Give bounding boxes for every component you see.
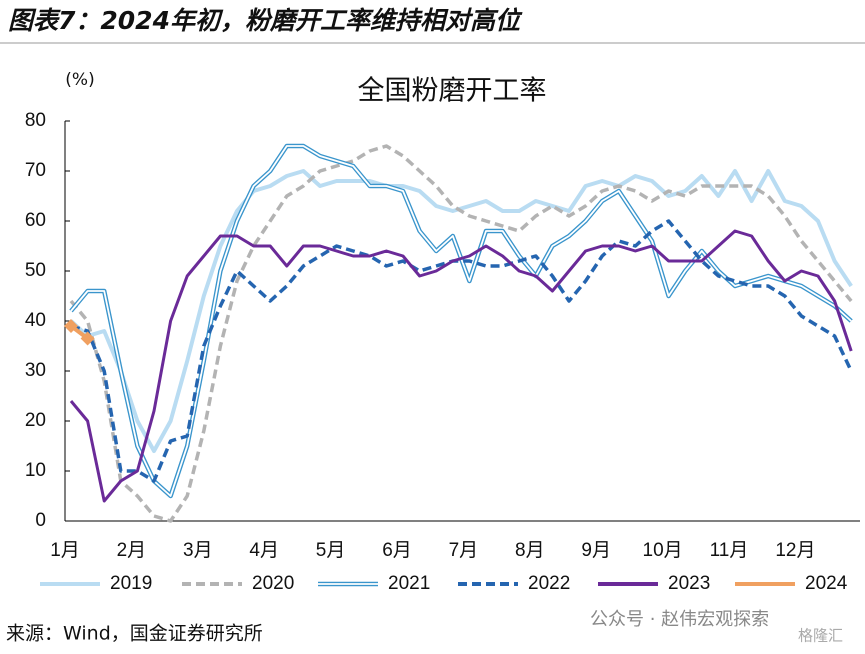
x-tick-label: 11月	[710, 540, 749, 561]
x-tick-label: 10月	[643, 540, 683, 561]
x-tick-label: 3月	[183, 540, 213, 561]
y-tick-label: 60	[25, 210, 46, 231]
y-tick-label: 30	[25, 360, 46, 381]
x-tick-label: 7月	[449, 540, 479, 561]
x-tick-label: 8月	[515, 540, 545, 561]
legend-label: 2019	[110, 573, 152, 594]
x-tick-label: 5月	[316, 540, 346, 561]
y-tick-label: 80	[25, 110, 46, 131]
y-tick-label: 50	[25, 260, 46, 281]
series-line	[69, 169, 853, 453]
page-title: 图表7：2024年初，粉磨开工率维持相对高位	[8, 6, 523, 35]
series-marker	[80, 331, 95, 346]
x-tick-label: 2月	[117, 540, 147, 561]
series-marker	[64, 319, 78, 333]
y-tick-label: 70	[25, 160, 46, 181]
legend-label: 2021	[388, 573, 430, 594]
y-tick-label: 0	[35, 510, 46, 531]
x-tick-label: 12月	[775, 540, 815, 561]
x-tick-label: 4月	[249, 540, 279, 561]
x-tick-label: 6月	[382, 540, 412, 561]
chart-title: 全国粉磨开工率	[358, 76, 547, 107]
y-tick-label: 10	[25, 460, 46, 481]
watermark: 公众号 · 赵伟宏观探索	[590, 609, 769, 630]
legend-label: 2024	[805, 573, 848, 594]
legend-label: 2023	[668, 573, 710, 594]
series-line	[69, 229, 853, 503]
x-tick-label: 1月	[50, 540, 80, 561]
series-line	[69, 144, 853, 523]
y-tick-label: 20	[25, 410, 46, 431]
source: 来源：Wind，国金证券研究所	[6, 623, 263, 645]
legend-label: 2022	[528, 573, 570, 594]
logo: 格隆汇	[798, 627, 843, 645]
series-line-inner	[70, 145, 852, 497]
y-axis-label: (%)	[65, 70, 94, 90]
x-tick-label: 9月	[581, 540, 611, 561]
legend-label: 2020	[252, 573, 294, 594]
y-tick-label: 40	[25, 310, 46, 331]
